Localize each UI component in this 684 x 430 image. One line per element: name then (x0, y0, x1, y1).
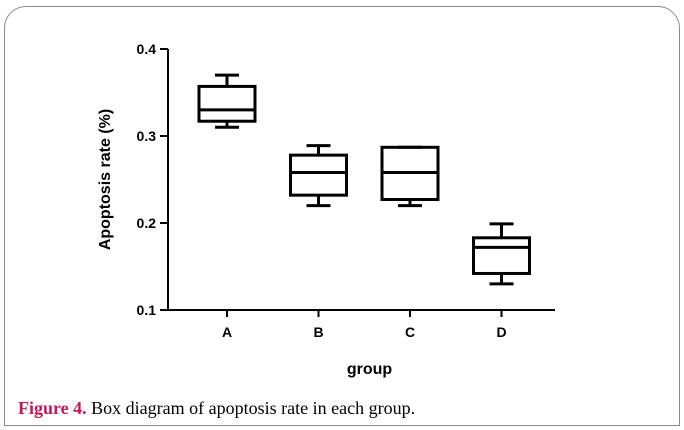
boxes-layer (197, 73, 531, 286)
box-d (472, 222, 531, 286)
x-tick-label: A (222, 324, 232, 340)
box-b (289, 144, 348, 208)
x-tick-label: B (313, 324, 323, 340)
box-a (197, 73, 257, 129)
x-axis: A B C D (168, 309, 555, 340)
box-iqr (472, 236, 531, 275)
box-plot-chart: 0.1 0.2 0.3 0.4 A B C D Apoptosis rate (%) gro… (97, 41, 555, 378)
y-tick-label: 0.3 (137, 128, 157, 144)
box-iqr (289, 153, 348, 197)
y-tick-label: 0.4 (137, 41, 157, 57)
x-tick-label: D (496, 324, 506, 340)
figure-caption-label: Figure 4. (18, 398, 87, 418)
y-axis-title: Apoptosis rate (%) (97, 109, 114, 250)
box-iqr (197, 84, 257, 123)
y-tick-label: 0.2 (137, 215, 157, 231)
figure-frame (4, 6, 680, 426)
y-axis: 0.1 0.2 0.3 0.4 (137, 41, 169, 318)
figure-caption: Figure 4. Box diagram of apoptosis rate … (18, 398, 415, 419)
y-tick-label: 0.1 (137, 302, 157, 318)
figure-caption-text: Box diagram of apoptosis rate in each gr… (86, 398, 416, 418)
box-c (380, 145, 440, 208)
x-axis-title: group (347, 361, 393, 378)
x-tick-label: C (405, 324, 415, 340)
